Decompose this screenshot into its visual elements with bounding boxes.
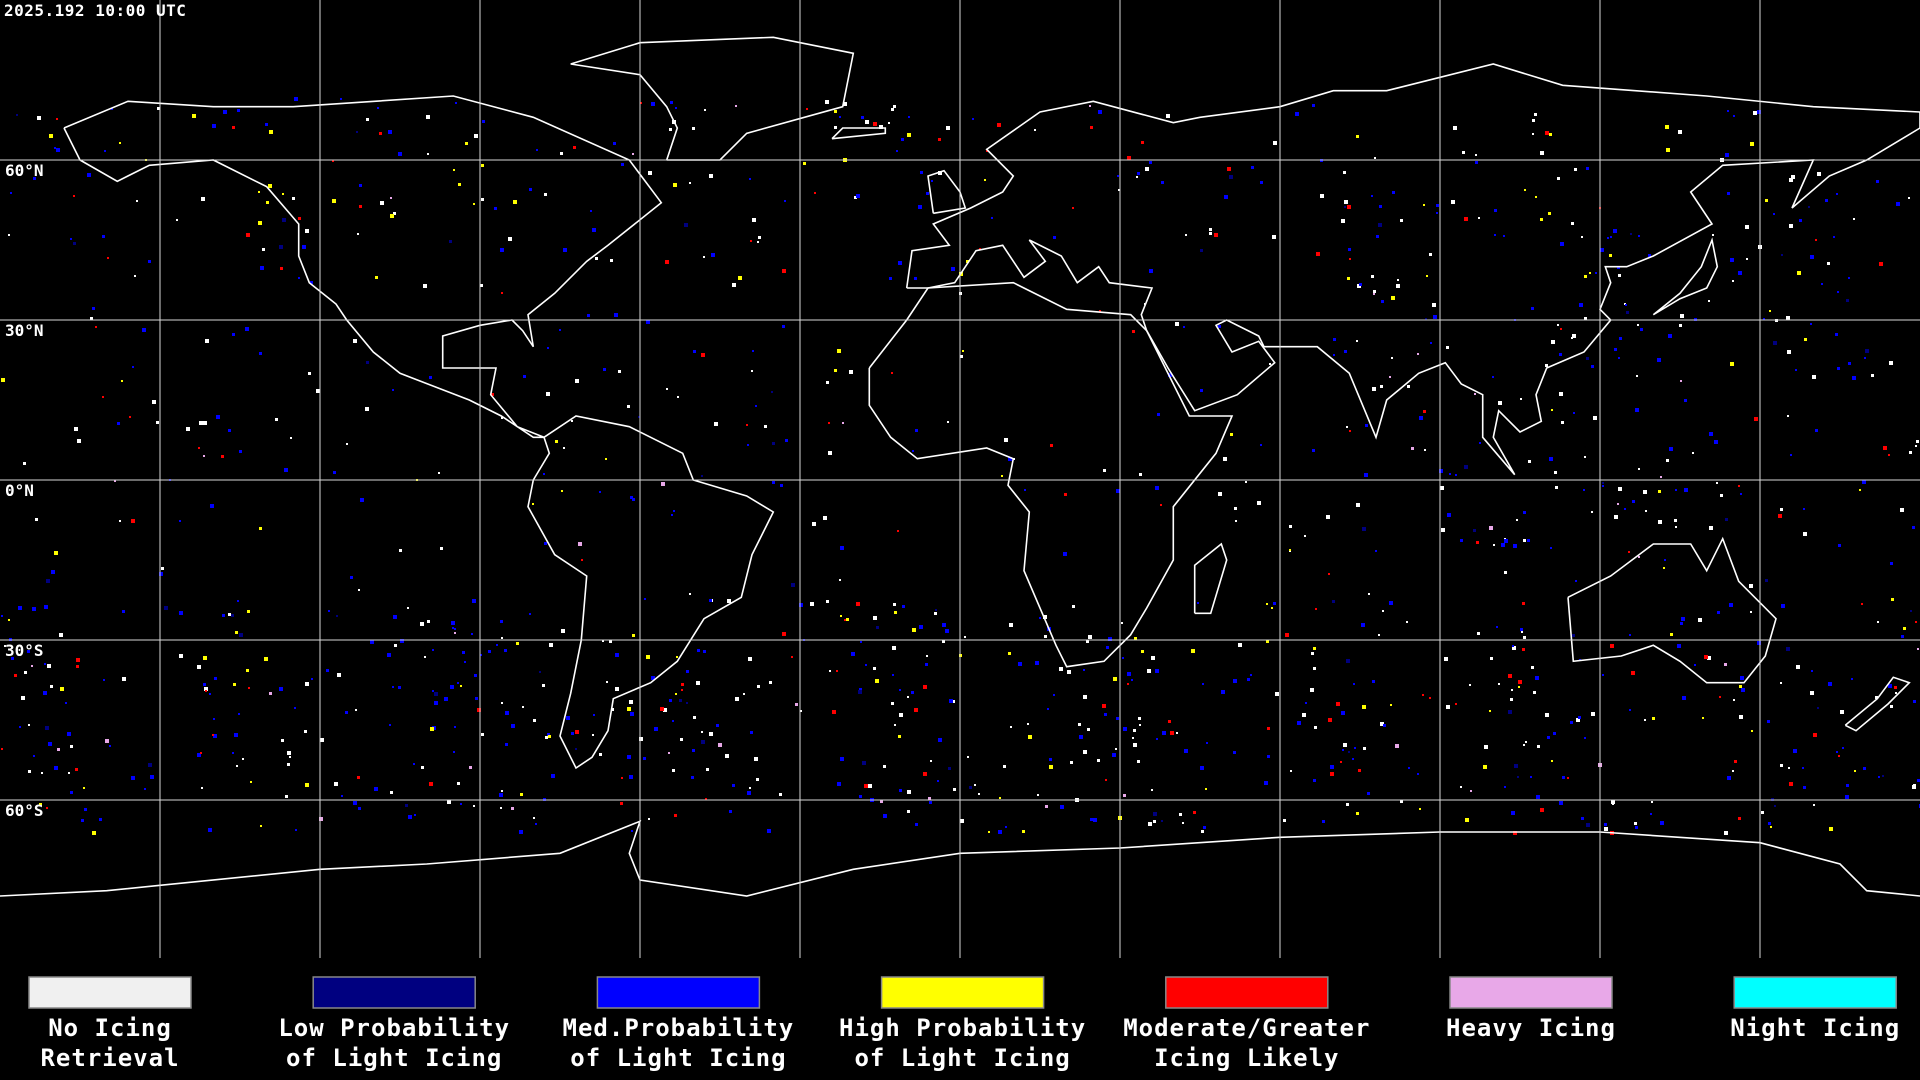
coastline <box>1652 237 1719 316</box>
legend-swatch <box>1449 976 1613 1009</box>
legend-swatch <box>312 976 476 1009</box>
legend-label: Night Icing <box>1730 1014 1900 1042</box>
coastline <box>1193 542 1228 615</box>
legend-label: of Light Icing <box>570 1044 786 1072</box>
latitude-label: 0°N <box>5 481 34 500</box>
latitude-label: 60°N <box>5 161 44 180</box>
legend-label: High Probability <box>839 1014 1086 1042</box>
legend-swatch <box>28 976 192 1009</box>
legend-swatch <box>880 976 1045 1009</box>
legend-label: of Light Icing <box>286 1044 502 1072</box>
legend-label: Icing Likely <box>1154 1044 1339 1072</box>
latitude-label: 30°N <box>5 321 44 340</box>
latitude-label: 60°S <box>5 801 44 820</box>
timestamp: 2025.192 10:00 UTC <box>4 1 186 20</box>
coastline <box>1844 676 1911 732</box>
latitude-labels: 60°N 30°N 0°N 30°S 60°S <box>5 161 44 820</box>
legend-label: of Light Icing <box>854 1044 1070 1072</box>
legend-swatch <box>1165 976 1329 1009</box>
latitude-label: 30°S <box>5 641 44 660</box>
legend-label: Low Probability <box>278 1014 510 1042</box>
coastline <box>905 63 1920 476</box>
coastline <box>1567 536 1777 684</box>
coastline <box>831 127 887 140</box>
lat-lon-grid <box>0 0 1920 958</box>
coastline <box>868 281 1234 668</box>
legend-label: No Icing <box>48 1014 172 1042</box>
legend-label: Med.Probability <box>563 1014 795 1042</box>
coastline <box>570 36 855 161</box>
legend-label: Moderate/Greater <box>1123 1014 1370 1042</box>
coastline <box>63 95 663 439</box>
legend-label: Heavy Icing <box>1446 1014 1616 1042</box>
legend-swatch <box>1733 976 1897 1009</box>
legend-label: Retrieval <box>40 1044 179 1072</box>
legend-swatch <box>596 976 761 1009</box>
